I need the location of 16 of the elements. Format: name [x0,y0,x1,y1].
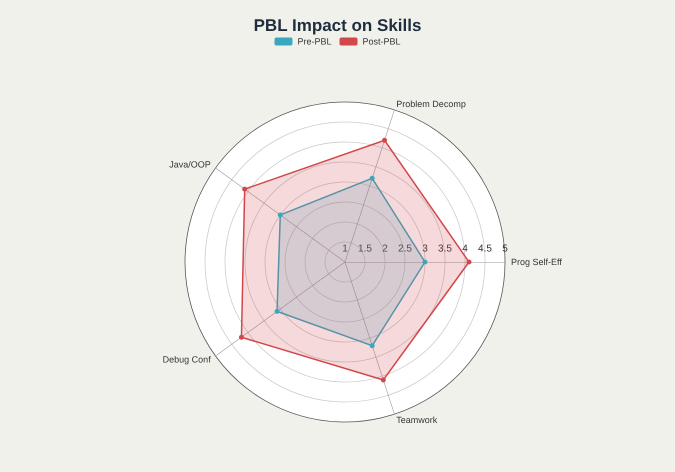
y-tick-label: 1.5 [358,244,372,254]
chart-title: PBL Impact on Skills [254,16,422,35]
spoke-label: Java/OOP [169,159,211,170]
legend-label: Pre-PBL [297,36,332,46]
y-tick-label: 2 [382,244,388,254]
y-tick-label: 2.5 [398,244,412,254]
legend-label: Post-PBL [362,36,401,46]
spoke-label: Debug Conf [162,354,212,365]
spoke-label: Prog Self-Eff [511,257,562,267]
y-tick-label: 3.5 [438,244,452,254]
y-tick-label: 4.5 [478,244,492,254]
spoke-label: Problem Decomp [396,99,466,110]
spoke-label: Teamwork [396,414,438,425]
y-tick-label: 3 [422,244,428,254]
y-tick-label: 4 [462,244,468,254]
y-tick-label: 1 [342,244,348,254]
